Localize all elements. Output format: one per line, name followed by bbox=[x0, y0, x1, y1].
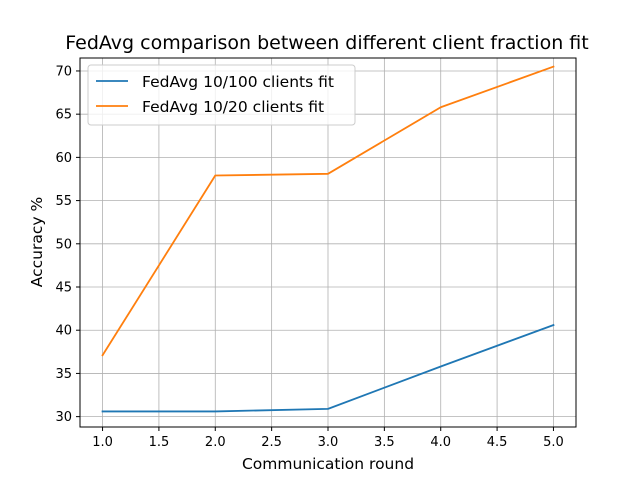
y-axis-label: Accuracy % bbox=[28, 197, 46, 287]
legend-label-series-1: FedAvg 10/100 clients fit bbox=[142, 73, 334, 91]
x-tick-label: 2.0 bbox=[205, 435, 226, 450]
y-tick-label: 50 bbox=[55, 237, 72, 252]
y-tick-label: 55 bbox=[55, 194, 72, 209]
y-tick-label: 65 bbox=[55, 108, 72, 123]
legend-box bbox=[87, 64, 356, 126]
series-line-1 bbox=[101, 323, 555, 413]
x-tick-label: 2.5 bbox=[261, 435, 282, 450]
series-line-2 bbox=[101, 65, 555, 357]
legend: FedAvg 10/100 clients fit FedAvg 10/20 c… bbox=[87, 64, 356, 126]
y-tick-label: 70 bbox=[55, 64, 72, 79]
y-tick-label: 35 bbox=[55, 367, 72, 382]
x-tick-label: 5.0 bbox=[543, 435, 564, 450]
axis-ticks: 1.0 1.5 2.0 2.5 3.0 3.5 4.0 4.5 5.0 30 35 40 45 50 55 6… bbox=[55, 64, 563, 450]
chart-title: FedAvg comparison between different clie… bbox=[65, 32, 588, 54]
x-axis-label: Communication round bbox=[242, 455, 414, 473]
y-tick-label: 40 bbox=[55, 324, 72, 339]
x-tick-label: 1.5 bbox=[149, 435, 170, 450]
legend-label-series-2: FedAvg 10/20 clients fit bbox=[142, 98, 324, 116]
x-tick-label: 3.5 bbox=[374, 435, 395, 450]
y-tick-label: 60 bbox=[55, 151, 72, 166]
series-lines bbox=[101, 65, 555, 413]
y-tick-label: 30 bbox=[55, 410, 72, 425]
x-tick-label: 3.0 bbox=[318, 435, 339, 450]
x-tick-label: 4.5 bbox=[487, 435, 508, 450]
x-tick-label: 4.0 bbox=[430, 435, 451, 450]
y-tick-label: 45 bbox=[55, 281, 72, 296]
x-tick-label: 1.0 bbox=[92, 435, 113, 450]
